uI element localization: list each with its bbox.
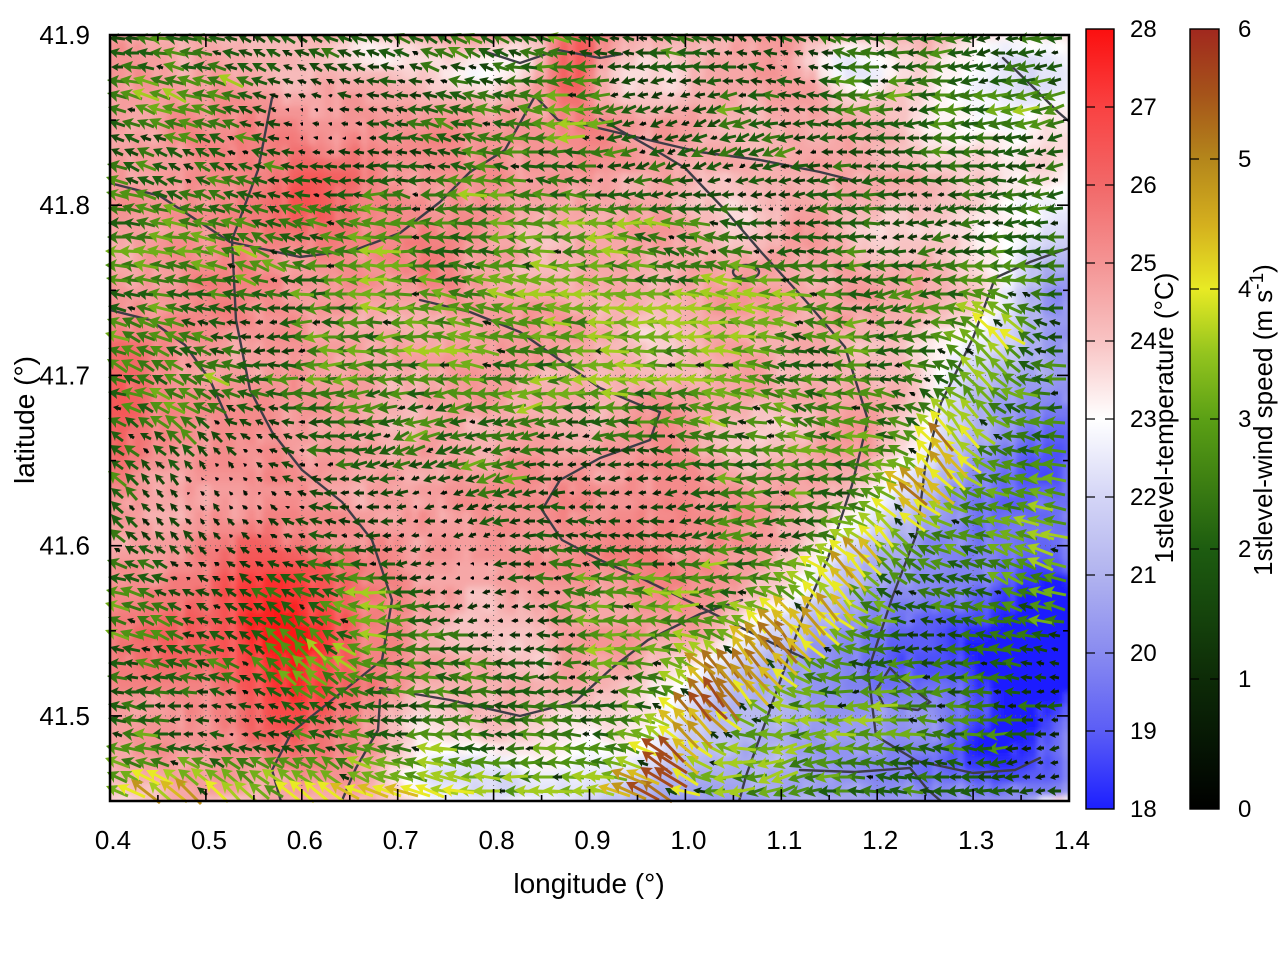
svg-text:41.6: 41.6 bbox=[39, 531, 90, 561]
svg-text:2: 2 bbox=[1238, 536, 1251, 563]
svg-text:18: 18 bbox=[1130, 796, 1157, 823]
svg-text:0.8: 0.8 bbox=[479, 825, 515, 855]
svg-text:4: 4 bbox=[1238, 276, 1251, 303]
svg-text:0: 0 bbox=[1238, 796, 1251, 823]
svg-text:28: 28 bbox=[1130, 16, 1157, 43]
svg-text:latitude (°): latitude (°) bbox=[9, 356, 40, 484]
svg-text:22: 22 bbox=[1130, 484, 1157, 511]
svg-text:0.7: 0.7 bbox=[383, 825, 419, 855]
svg-text:0.9: 0.9 bbox=[574, 825, 610, 855]
svg-text:27: 27 bbox=[1130, 94, 1157, 121]
svg-text:41.8: 41.8 bbox=[39, 190, 90, 220]
svg-text:1stlevel-wind speed (m s-1): 1stlevel-wind speed (m s-1) bbox=[1247, 264, 1278, 576]
svg-text:3: 3 bbox=[1238, 406, 1251, 433]
svg-text:21: 21 bbox=[1130, 562, 1157, 589]
svg-text:6: 6 bbox=[1238, 16, 1251, 43]
svg-text:20: 20 bbox=[1130, 640, 1157, 667]
svg-text:41.5: 41.5 bbox=[39, 701, 90, 731]
svg-text:23: 23 bbox=[1130, 406, 1157, 433]
svg-text:24: 24 bbox=[1130, 328, 1157, 355]
svg-text:0.6: 0.6 bbox=[287, 825, 323, 855]
svg-text:0.5: 0.5 bbox=[191, 825, 227, 855]
svg-text:25: 25 bbox=[1130, 250, 1157, 277]
svg-text:1.0: 1.0 bbox=[670, 825, 706, 855]
svg-text:41.9: 41.9 bbox=[39, 20, 90, 50]
svg-text:1.3: 1.3 bbox=[958, 825, 994, 855]
svg-text:1.4: 1.4 bbox=[1054, 825, 1090, 855]
svg-text:5: 5 bbox=[1238, 146, 1251, 173]
svg-text:19: 19 bbox=[1130, 718, 1157, 745]
svg-text:1stlevel-temperature (°C): 1stlevel-temperature (°C) bbox=[1149, 273, 1179, 564]
svg-text:26: 26 bbox=[1130, 172, 1157, 199]
svg-text:1.2: 1.2 bbox=[862, 825, 898, 855]
svg-text:longitude (°): longitude (°) bbox=[513, 868, 664, 899]
svg-text:1: 1 bbox=[1238, 666, 1251, 693]
svg-text:0.4: 0.4 bbox=[95, 825, 131, 855]
svg-text:1.1: 1.1 bbox=[766, 825, 802, 855]
svg-text:41.7: 41.7 bbox=[39, 360, 90, 390]
